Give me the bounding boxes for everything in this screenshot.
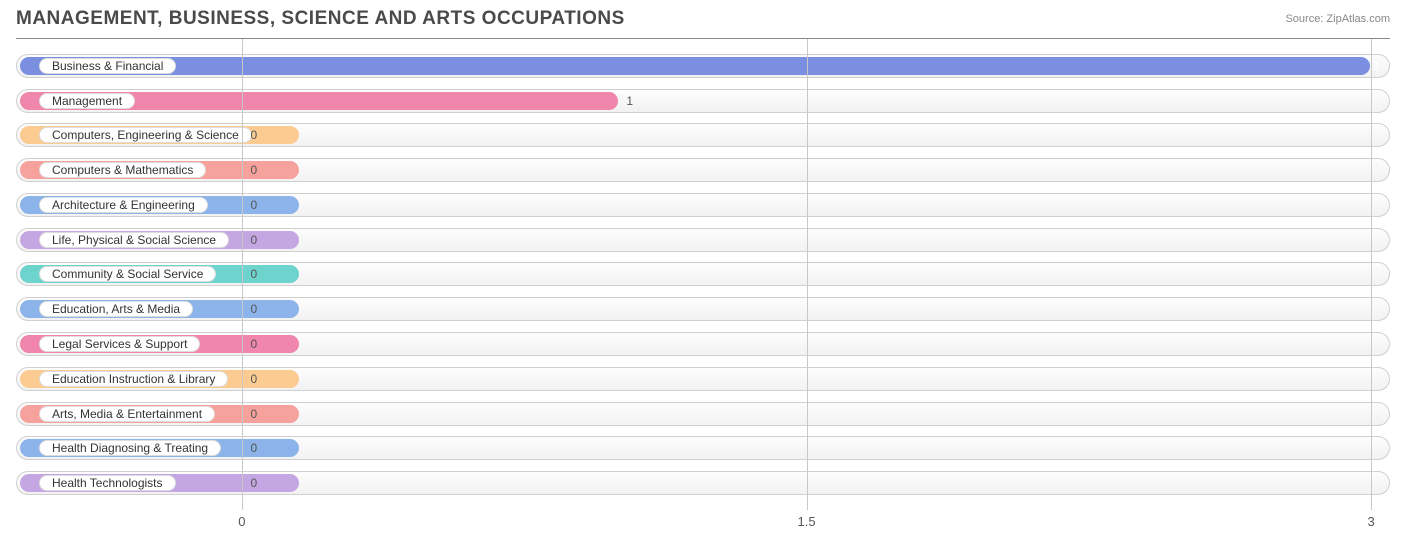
value-label: 0: [251, 372, 258, 386]
category-label: Business & Financial: [39, 58, 176, 74]
category-label: Legal Services & Support: [39, 336, 200, 352]
x-tick-label: 1.5: [797, 514, 815, 529]
value-label: 0: [251, 337, 258, 351]
category-label: Education, Arts & Media: [39, 301, 193, 317]
chart-header: MANAGEMENT, BUSINESS, SCIENCE AND ARTS O…: [0, 0, 1406, 34]
value-label: 0: [251, 128, 258, 142]
bar-track: Architecture & Engineering 0: [16, 193, 1390, 217]
value-label: 0: [251, 267, 258, 281]
bar-track: Community & Social Service 0: [16, 262, 1390, 286]
category-label: Education Instruction & Library: [39, 371, 228, 387]
value-label: 0: [251, 476, 258, 490]
bar-track: Computers & Mathematics 0: [16, 158, 1390, 182]
category-label: Health Technologists: [39, 475, 176, 491]
x-axis: 01.53: [16, 510, 1390, 540]
chart-title: MANAGEMENT, BUSINESS, SCIENCE AND ARTS O…: [16, 8, 625, 30]
bar: [20, 57, 1370, 75]
bar-track: Arts, Media & Entertainment 0: [16, 402, 1390, 426]
category-label: Arts, Media & Entertainment: [39, 406, 215, 422]
category-label: Computers, Engineering & Science: [39, 127, 252, 143]
category-label: Management: [39, 93, 135, 109]
bar-track: Health Diagnosing & Treating 0: [16, 436, 1390, 460]
value-label: 3: [1372, 59, 1379, 73]
bar-track: Computers, Engineering & Science0: [16, 123, 1390, 147]
category-label: Health Diagnosing & Treating: [39, 440, 221, 456]
gridline: [807, 39, 808, 510]
category-label: Life, Physical & Social Science: [39, 232, 229, 248]
gridline: [1371, 39, 1372, 510]
chart-area: Business & Financial 3 Management 1 Computer…: [0, 34, 1406, 540]
bar-track: Legal Services & Support 0: [16, 332, 1390, 356]
value-label: 0: [251, 163, 258, 177]
gridline: [242, 39, 243, 510]
category-label: Community & Social Service: [39, 266, 216, 282]
value-label: 0: [251, 198, 258, 212]
bar-track: Education Instruction & Library 0: [16, 367, 1390, 391]
category-label: Architecture & Engineering: [39, 197, 208, 213]
value-label: 0: [251, 233, 258, 247]
bar-track: Business & Financial 3: [16, 54, 1390, 78]
value-label: 0: [251, 407, 258, 421]
bar-track: Life, Physical & Social Science 0: [16, 228, 1390, 252]
category-label: Computers & Mathematics: [39, 162, 206, 178]
value-label: 0: [251, 302, 258, 316]
plot-region: Business & Financial 3 Management 1 Computer…: [16, 38, 1390, 510]
value-label: 1: [626, 94, 633, 108]
bar-track: Health Technologists 0: [16, 471, 1390, 495]
source-attribution: Source: ZipAtlas.com: [1285, 13, 1390, 25]
bar-track: Education, Arts & Media 0: [16, 297, 1390, 321]
chart-container: MANAGEMENT, BUSINESS, SCIENCE AND ARTS O…: [0, 0, 1406, 559]
x-tick-label: 0: [238, 514, 245, 529]
bars-group: Business & Financial 3 Management 1 Computer…: [16, 39, 1390, 510]
value-label: 0: [251, 441, 258, 455]
x-tick-label: 3: [1368, 514, 1375, 529]
bar-track: Management 1: [16, 89, 1390, 113]
